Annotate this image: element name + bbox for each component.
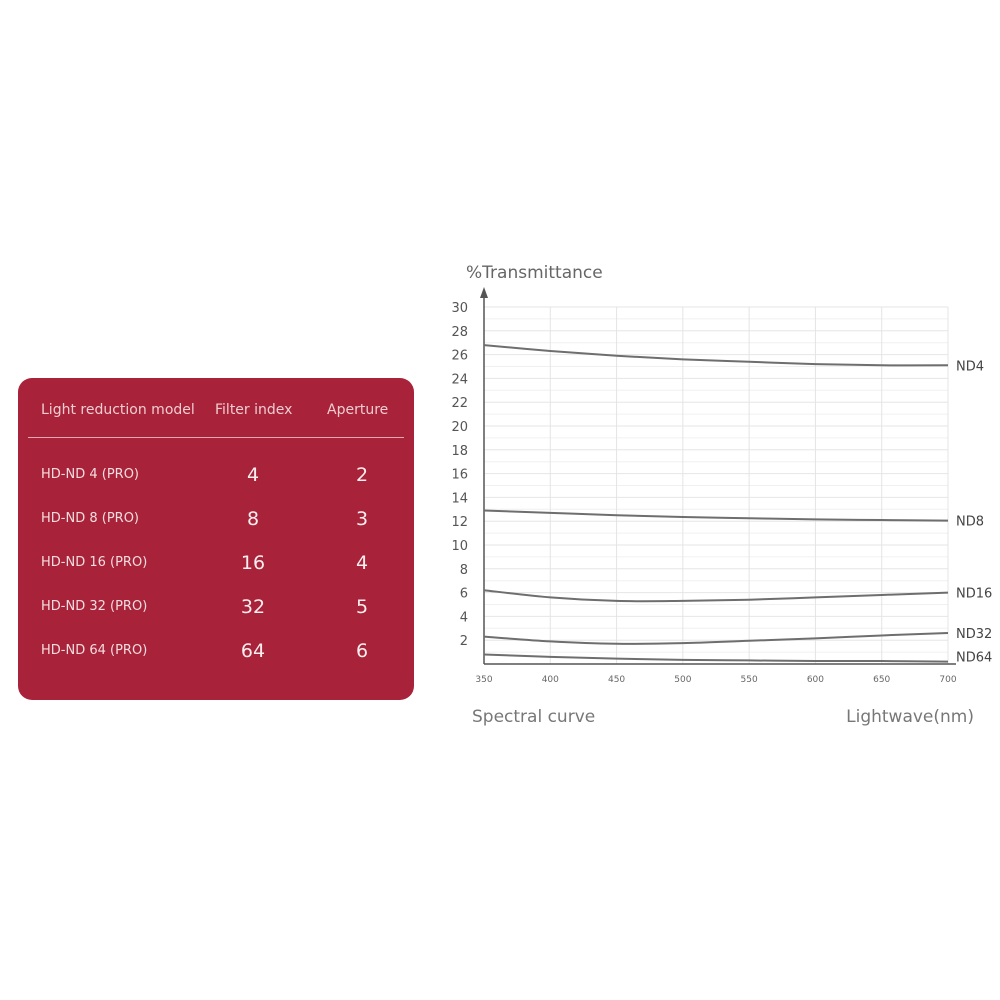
x-tick-label: 700: [939, 675, 956, 685]
aperture-value: 4: [355, 552, 369, 574]
y-tick-label: 22: [451, 396, 468, 411]
series-line-nd16: [483, 589, 949, 603]
filter-index-value: 4: [246, 464, 260, 486]
x-tick-label: 450: [608, 675, 625, 685]
header-divider: [28, 437, 404, 438]
series-label: ND32: [956, 627, 992, 642]
y-tick-label: 4: [460, 610, 468, 625]
y-tick-label: 26: [451, 349, 468, 364]
model-name: HD-ND 8 (PRO): [41, 511, 139, 526]
x-axis-label: Lightwave(nm): [846, 707, 974, 727]
model-name: HD-ND 64 (PRO): [41, 643, 148, 658]
filter-index-value: 8: [246, 508, 260, 530]
model-name: HD-ND 32 (PRO): [41, 599, 148, 614]
series-label: ND4: [956, 359, 984, 374]
series-line-nd8: [483, 509, 949, 522]
header-aperture: Aperture: [327, 402, 389, 418]
aperture-value: 5: [355, 596, 369, 618]
y-tick-label: 8: [460, 563, 468, 578]
header-model: Light reduction model: [41, 402, 195, 418]
aperture-value: 6: [355, 640, 369, 662]
y-tick-label: 16: [451, 468, 468, 483]
y-tick-label: 20: [451, 420, 468, 435]
series-label: ND8: [956, 515, 984, 530]
x-tick-label: 400: [542, 675, 559, 685]
y-tick-label: 14: [451, 491, 468, 506]
y-tick-label: 10: [451, 539, 468, 554]
filter-index-value: 64: [240, 640, 266, 662]
aperture-value: 2: [355, 464, 369, 486]
y-tick-label: 6: [460, 587, 468, 602]
series-line-nd64: [483, 653, 949, 663]
x-tick-label: 600: [807, 675, 824, 685]
y-axis-label: %Transmittance: [466, 263, 603, 283]
y-tick-label: 18: [451, 444, 468, 459]
y-tick-label: 2: [460, 634, 468, 649]
series-line-nd32: [483, 632, 949, 645]
chart-caption: Spectral curve: [472, 707, 595, 727]
series-label: ND64: [956, 651, 992, 666]
y-tick-label: 24: [451, 372, 468, 387]
model-name: HD-ND 4 (PRO): [41, 467, 139, 482]
series-label: ND16: [956, 587, 992, 602]
series-line-nd4: [483, 344, 949, 367]
y-axis-arrow-icon: [480, 287, 488, 298]
x-tick-label: 650: [873, 675, 890, 685]
aperture-value: 3: [355, 508, 369, 530]
filter-index-value: 16: [240, 552, 266, 574]
filter-index-value: 32: [240, 596, 266, 618]
header-filter-index: Filter index: [215, 402, 293, 418]
y-tick-label: 28: [451, 325, 468, 340]
filter-table: Light reduction model Filter index Apert…: [18, 378, 414, 700]
y-tick-label: 12: [451, 515, 468, 530]
model-name: HD-ND 16 (PRO): [41, 555, 148, 570]
x-tick-label: 350: [475, 675, 492, 685]
y-tick-label: 30: [451, 301, 468, 316]
x-tick-label: 550: [741, 675, 758, 685]
x-tick-label: 500: [674, 675, 691, 685]
